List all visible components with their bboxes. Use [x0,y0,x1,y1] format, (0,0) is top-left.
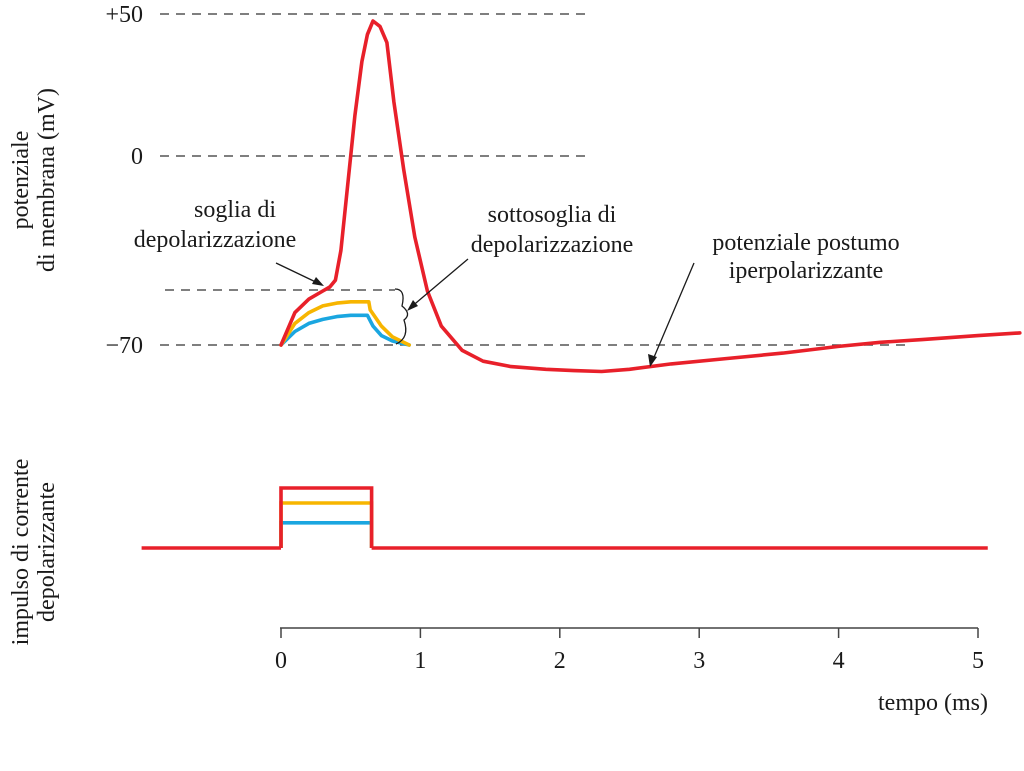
trace-suprathreshold [279,19,1022,374]
membrane-traces [279,19,1022,374]
ytick-plus50: +50 [105,2,143,28]
pulse-suprathreshold [279,486,374,548]
stimulus-ylabel-line2: depolarizzante [34,482,60,622]
afterpotential-arrowhead [648,354,657,367]
stimulus-pulses [141,486,988,550]
trace-subthreshold-high [279,299,412,347]
afterpotential-annotation-line2: iperpolarizzante [729,258,884,284]
pulse-subthreshold-low [279,520,374,548]
xtick-label: 3 [693,648,705,674]
subthreshold-leader-line [409,258,469,309]
threshold-annotation-line1: soglia di [194,197,276,223]
xtick-label: 2 [554,648,566,674]
stimulus-ylabel-line1: impulso di corrente [8,459,34,646]
subthreshold-annotation-line1: sottosoglia di [488,202,617,228]
threshold-arrowhead [312,277,324,286]
threshold-annotation-line2: depolarizzazione [134,227,297,253]
xtick-label: 0 [275,648,287,674]
xtick-label: 4 [833,648,845,674]
time-axis-ticks: 0 1 2 3 4 5 [275,628,984,674]
xtick-label: 5 [972,648,984,674]
potential-ylabel-line1: potenziale [8,131,34,230]
subthreshold-arrowhead [407,300,418,311]
subthreshold-annotation-line2: depolarizzazione [471,232,634,258]
ytick-minus70: −70 [105,333,143,359]
afterpotential-leader-line [651,262,695,363]
potential-ylabel-line2: di membrana (mV) [34,88,60,272]
trace-subthreshold-low [279,313,412,347]
ytick-zero: 0 [131,144,143,170]
subthreshold-brace [394,288,409,345]
time-axis-label: tempo (ms) [878,690,988,716]
pulse-subthreshold-high [279,501,374,548]
afterpotential-annotation-line1: potenziale postumo [712,230,899,256]
xtick-label: 1 [414,648,426,674]
